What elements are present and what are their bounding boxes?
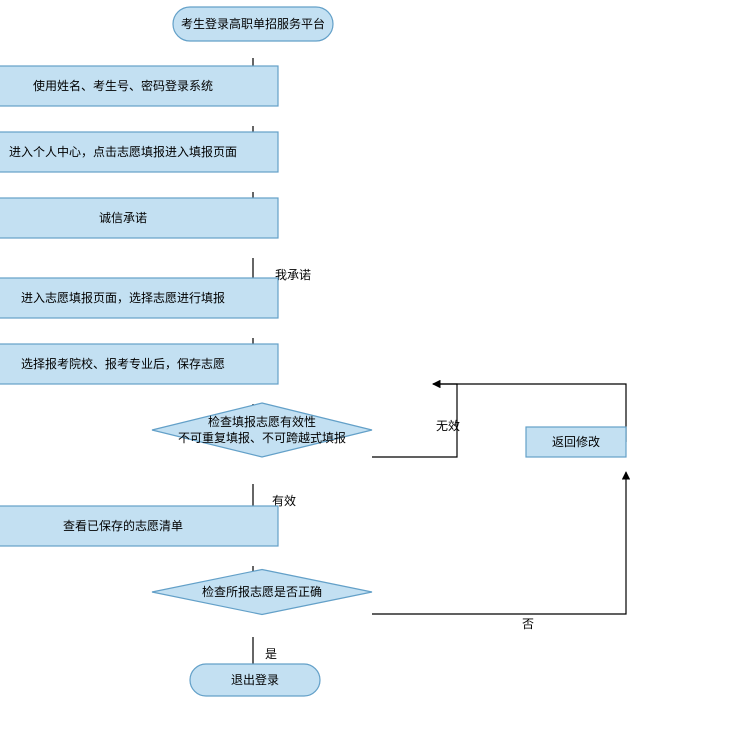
decision-node xyxy=(152,403,372,457)
flowchart-canvas: 我承诺有效是无效否考生登录高职单招服务平台使用姓名、考生号、密码登录系统进入个人… xyxy=(0,0,739,742)
edge-label: 无效 xyxy=(436,418,460,433)
node-label: 返回修改 xyxy=(552,434,600,449)
edge-label: 我承诺 xyxy=(275,268,311,282)
node-label: 退出登录 xyxy=(231,672,279,687)
node-label: 检查所报志愿是否正确 xyxy=(202,584,322,599)
node-label: 查看已保存的志愿清单 xyxy=(63,518,183,533)
node-label: 诚信承诺 xyxy=(99,211,147,225)
node-label: 使用姓名、考生号、密码登录系统 xyxy=(33,78,213,93)
edge-label: 是 xyxy=(265,647,277,661)
node-label: 检查填报志愿有效性 xyxy=(208,414,316,429)
edge-label: 否 xyxy=(522,617,534,631)
edge xyxy=(372,472,626,614)
node-label: 进入个人中心，点击志愿填报进入填报页面 xyxy=(9,144,237,159)
node-label: 不可重复填报、不可跨越式填报 xyxy=(178,430,346,445)
node-label: 考生登录高职单招服务平台 xyxy=(181,16,325,31)
node-label: 选择报考院校、报考专业后，保存志愿 xyxy=(21,356,225,371)
node-label: 进入志愿填报页面，选择志愿进行填报 xyxy=(21,290,225,305)
